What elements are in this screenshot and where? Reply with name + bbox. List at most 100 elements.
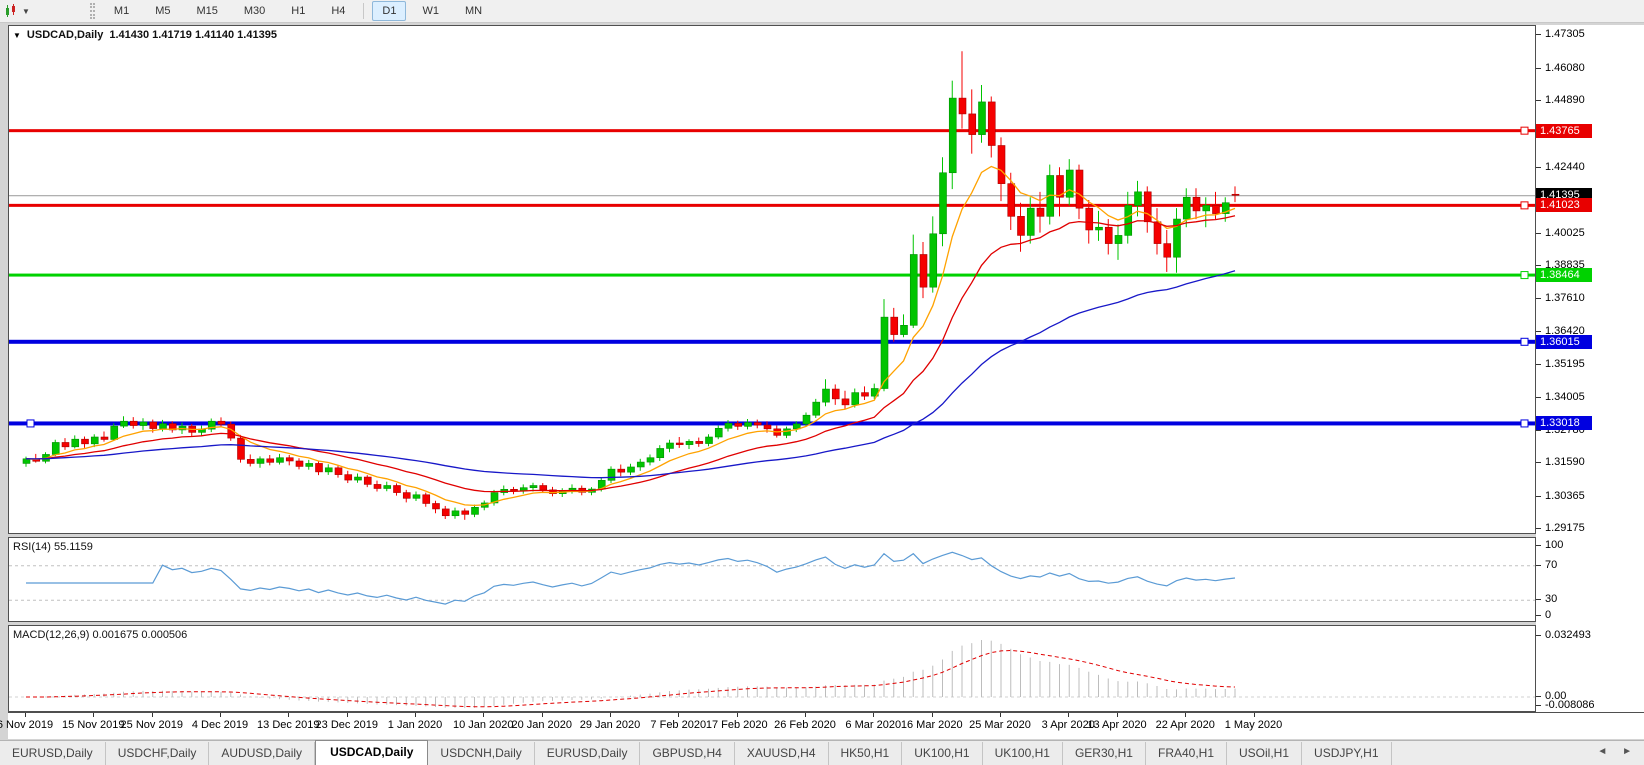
- horizontal-line-1.33018[interactable]: [9, 421, 1535, 426]
- tab-ger30-h1[interactable]: GER30,H1: [1063, 742, 1146, 765]
- tab-usdchf-daily[interactable]: USDCHF,Daily: [106, 742, 210, 765]
- line-handle-right[interactable]: [1520, 271, 1529, 280]
- candle-body: [958, 97, 967, 115]
- chart-type-button[interactable]: ▼: [0, 2, 36, 20]
- candle-body: [1124, 205, 1133, 236]
- timeframe-button-d1[interactable]: D1: [372, 1, 407, 21]
- tab-scroll-arrows[interactable]: ◄ ►: [1597, 746, 1638, 757]
- horizontal-line-1.38464[interactable]: [9, 273, 1535, 277]
- date-axis-label: 13 Apr 2020: [1087, 719, 1147, 731]
- price-chart-canvas[interactable]: [9, 26, 1535, 533]
- collapse-triangle-icon[interactable]: ▼: [13, 30, 21, 40]
- date-tick-mark: [25, 713, 26, 717]
- tab-hk50-h1[interactable]: HK50,H1: [829, 742, 903, 765]
- toolbar-drag-handle[interactable]: [89, 3, 95, 19]
- macd-canvas[interactable]: [9, 626, 1535, 711]
- candle-body: [90, 436, 99, 445]
- date-axis-label: 16 Mar 2020: [900, 719, 963, 731]
- candle-body: [110, 425, 119, 440]
- candle-body: [354, 476, 362, 481]
- candle-body: [1007, 183, 1016, 217]
- date-tick-mark: [873, 713, 875, 717]
- price-tick-mark: [1536, 264, 1541, 266]
- chart-tab-bar: EURUSD,Daily USDCHF,Daily AUDUSD,Daily USDC…: [0, 740, 1644, 765]
- ma-line-slow: [25, 270, 1236, 479]
- line-handle-right[interactable]: [1520, 201, 1529, 210]
- tab-fra40-h1[interactable]: FRA40,H1: [1146, 742, 1228, 765]
- tab-eurusd-daily[interactable]: EURUSD,Daily: [535, 742, 641, 765]
- rsi-label: RSI(14) 55.1159: [13, 541, 93, 553]
- date-tick-mark: [736, 713, 738, 717]
- candle-body: [968, 113, 977, 135]
- candle-body: [120, 420, 128, 427]
- timeframe-button-mn[interactable]: MN: [464, 5, 483, 17]
- price-axis-tick: 1.34005: [1545, 390, 1585, 403]
- rsi-indicator-panel: RSI(14) 55.1159: [8, 537, 1536, 622]
- ma-line-fast: [25, 165, 1236, 507]
- chart-title: ▼ USDCAD,Daily 1.41430 1.41719 1.41140 1…: [13, 29, 277, 41]
- tab-gbpusd-h4[interactable]: GBPUSD,H4: [640, 742, 735, 765]
- candle-body: [1163, 243, 1172, 258]
- tab-usdcnh-daily[interactable]: USDCNH,Daily: [428, 742, 535, 765]
- timeframe-button-h4[interactable]: H4: [331, 5, 346, 17]
- tab-usoil-h1[interactable]: USOil,H1: [1227, 742, 1303, 765]
- timeframe-button-m5[interactable]: M5: [155, 5, 171, 17]
- candle-body: [324, 467, 333, 473]
- tab-usdjpy-h1[interactable]: USDJPY,H1: [1302, 742, 1392, 765]
- price-line-label-1.38464: 1.38464: [1536, 268, 1592, 283]
- tab-audusd-daily[interactable]: AUDUSD,Daily: [209, 742, 316, 765]
- timeframe-button-h1[interactable]: H1: [291, 5, 306, 17]
- candle-body: [1134, 191, 1142, 206]
- date-tick-mark: [415, 713, 416, 717]
- price-axis-tick: 1.42440: [1545, 160, 1585, 173]
- candle-body: [295, 460, 304, 467]
- candle-body: [1153, 221, 1162, 244]
- rsi-canvas[interactable]: [9, 538, 1535, 621]
- chevron-down-icon: ▼: [22, 6, 30, 16]
- horizontal-line-1.43765[interactable]: [9, 129, 1535, 133]
- candle-body: [929, 233, 938, 288]
- rsi-axis-tick: 70: [1545, 558, 1558, 571]
- price-axis[interactable]: 1.473051.460801.448901.436651.424401.412…: [1536, 25, 1644, 712]
- ma-line-medium: [25, 215, 1236, 493]
- line-handle-right[interactable]: [1520, 337, 1529, 346]
- price-tick-mark: [1536, 462, 1541, 464]
- candle-body: [1143, 191, 1152, 223]
- candle-body: [627, 466, 635, 473]
- candle-body: [51, 442, 60, 455]
- candle-body: [402, 492, 411, 499]
- candle-body: [1095, 226, 1103, 231]
- horizontal-line-1.41023[interactable]: [9, 203, 1535, 207]
- line-handle-left[interactable]: [26, 419, 35, 428]
- timeframe-button-m1[interactable]: M1: [113, 5, 130, 17]
- line-handle-right[interactable]: [1520, 419, 1529, 428]
- price-tick-mark: [1536, 495, 1541, 497]
- tab-uk100-h1[interactable]: UK100,H1: [902, 742, 983, 765]
- candle-body: [802, 414, 811, 425]
- tab-xauusd-h4[interactable]: XAUUSD,H4: [735, 742, 829, 765]
- date-axis[interactable]: 6 Nov 2019 15 Nov 2019 25 Nov 2019 4 Dec 20…: [0, 712, 1644, 739]
- candle-body: [1085, 207, 1094, 231]
- candle-body: [617, 468, 626, 473]
- candle-body: [880, 316, 889, 389]
- timeframe-button-m15[interactable]: M15: [196, 5, 218, 17]
- candle-body: [422, 494, 431, 504]
- line-handle-right[interactable]: [1520, 126, 1529, 135]
- candle-body: [978, 101, 986, 135]
- tab-usdcad-daily[interactable]: USDCAD,Daily: [315, 740, 429, 765]
- timeframe-button-m30[interactable]: M30: [243, 5, 266, 17]
- candle-body: [890, 316, 899, 335]
- timeframe-button-w1[interactable]: W1: [422, 5, 439, 17]
- candle-body: [851, 392, 860, 406]
- date-tick-mark: [541, 713, 543, 717]
- rsi-tick-mark: [1536, 545, 1541, 546]
- price-axis-tick: 1.37610: [1545, 292, 1585, 305]
- date-axis-label: 10 Jan 2020: [452, 719, 514, 731]
- horizontal-line-1.36015[interactable]: [9, 339, 1535, 344]
- macd-tick-mark: [1536, 635, 1541, 636]
- tab-eurusd-daily[interactable]: EURUSD,Daily: [0, 742, 106, 765]
- tab-uk100-h1[interactable]: UK100,H1: [983, 742, 1063, 765]
- candle-body: [919, 254, 928, 288]
- price-axis-tick: 1.29175: [1545, 522, 1585, 535]
